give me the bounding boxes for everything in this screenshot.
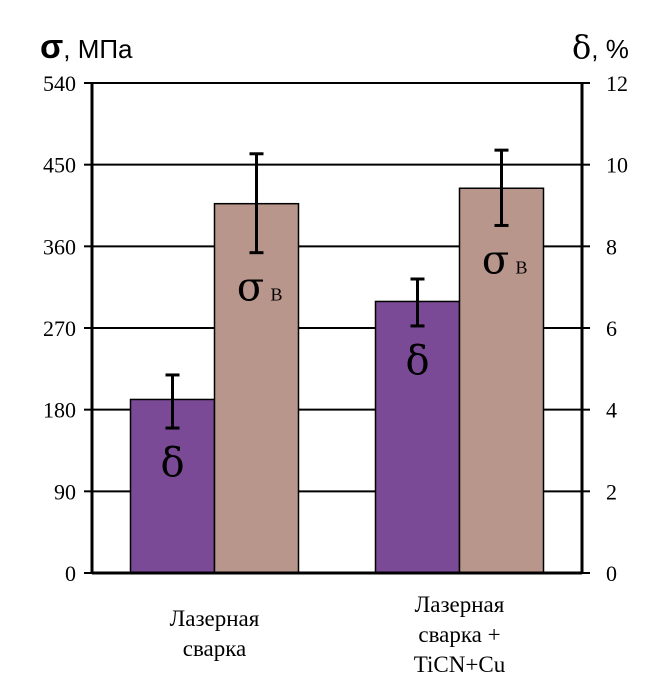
right-axis-unit: , % [591,34,629,64]
bar-sigma [213,202,300,574]
bar-label: δ [405,338,429,384]
bar-label-subscript: В [516,257,528,277]
right-tick-label: 2 [606,479,617,504]
left-tick-label: 270 [43,316,76,341]
right-axis-symbol: δ [572,28,591,66]
bar-label: δ [160,440,184,486]
category-label-line: TiCN+Cu [414,652,506,677]
right-tick-label: 4 [606,398,617,423]
right-tick-label: 6 [606,316,617,341]
bar-label-subscript: В [271,285,283,305]
left-tick-label: 0 [65,561,76,586]
category-label-line: Лазерная [170,606,260,631]
category-label-line: Лазерная [415,592,505,617]
right-axis-title: δ, % [572,28,629,66]
bar-label: σ [482,237,509,283]
category-label: Лазерная сварка + TiCN+Cu [414,592,506,677]
right-tick-label: 10 [606,153,628,178]
left-tick-label: 360 [43,234,76,259]
bar-labels: δσ Вδσ В [160,237,527,486]
left-axis-unit: , МПа [63,34,133,64]
left-tick-label: 180 [43,398,76,423]
right-axis-ticks: 0 2 4 6 8 10 12 [582,71,628,586]
bar-label: σ [237,265,264,311]
left-axis-symbol: σ [40,28,63,66]
bars [129,187,545,574]
error-bars [165,148,509,430]
category-label-line: сварка [183,636,247,661]
right-tick-label: 12 [606,71,628,96]
right-tick-label: 8 [606,234,617,259]
left-tick-label: 540 [43,71,76,96]
left-axis-ticks: 0 90 180 270 360 450 540 [43,71,92,586]
left-tick-label: 90 [54,479,76,504]
left-axis-title: σ, МПа [40,28,133,66]
left-tick-label: 450 [43,153,76,178]
category-labels: Лазерная сварка Лазерная сварка + TiCN+Cu [170,592,506,677]
category-label: Лазерная сварка [170,606,260,661]
right-tick-label: 0 [606,561,617,586]
category-label-line: сварка + [418,622,500,647]
